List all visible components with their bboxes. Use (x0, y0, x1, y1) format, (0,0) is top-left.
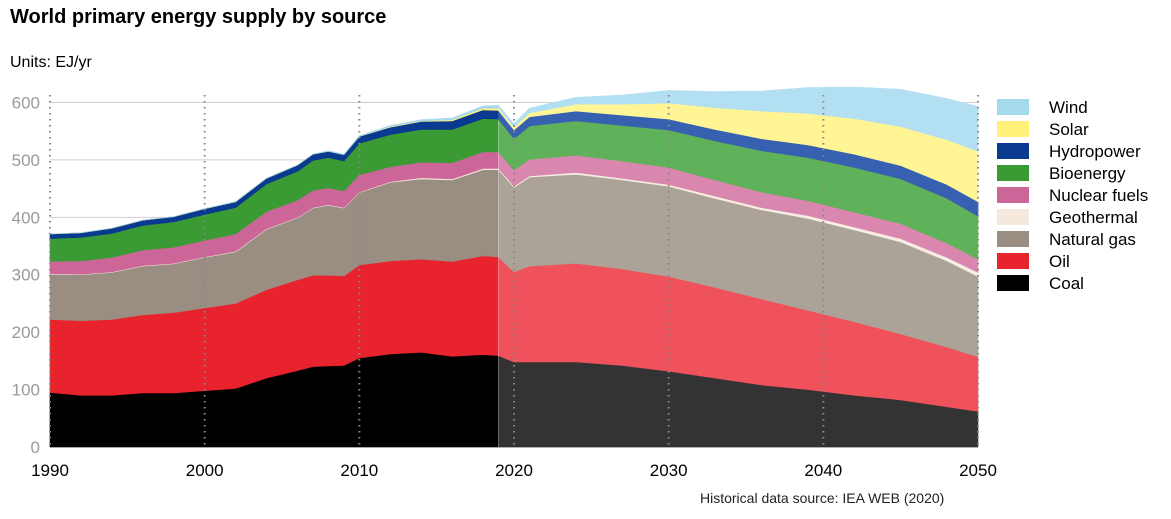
legend-label-coal: Coal (1049, 274, 1084, 293)
x-tick-label-1990: 1990 (31, 461, 69, 480)
legend-swatch-bioenergy (997, 165, 1029, 181)
legend-swatch-wind (997, 99, 1029, 115)
y-tick-label-300: 300 (12, 266, 40, 285)
x-tick-label-2000: 2000 (186, 461, 224, 480)
chart-title: World primary energy supply by source (10, 6, 387, 28)
legend-label-oil: Oil (1049, 252, 1070, 271)
x-tick-label-2030: 2030 (650, 461, 688, 480)
area-series-group (49, 86, 979, 448)
legend-swatch-natural-gas (997, 231, 1029, 247)
legend: Wind Solar Hydropower Bioenergy Nuclear fuel… (997, 98, 1148, 293)
axes: 0 100 200 300 400 500 600 1990 2000 2010 2020 2030 2… (12, 93, 997, 480)
y-tick-label-400: 400 (12, 208, 40, 227)
legend-label-bioenergy: Bioenergy (1049, 164, 1126, 183)
legend-label-nuclear-fuels: Nuclear fuels (1049, 186, 1148, 205)
legend-swatch-geothermal (997, 209, 1029, 225)
x-tick-label-2040: 2040 (804, 461, 842, 480)
legend-label-hydropower: Hydropower (1049, 142, 1141, 161)
source-note: Historical data source: IEA WEB (2020) (700, 490, 945, 506)
y-tick-label-200: 200 (12, 323, 40, 342)
legend-label-solar: Solar (1049, 120, 1089, 139)
x-tick-label-2010: 2010 (340, 461, 378, 480)
legend-swatch-nuclear-fuels (997, 187, 1029, 203)
legend-label-wind: Wind (1049, 98, 1088, 117)
legend-swatch-coal (997, 275, 1029, 291)
legend-swatch-solar (997, 121, 1029, 137)
legend-label-natural-gas: Natural gas (1049, 230, 1136, 249)
y-tick-label-100: 100 (12, 381, 40, 400)
chart-subtitle: Units: EJ/yr (10, 54, 92, 71)
x-tick-label-2020: 2020 (495, 461, 533, 480)
y-tick-label-500: 500 (12, 151, 40, 170)
x-tick-label-2050: 2050 (959, 461, 997, 480)
legend-label-geothermal: Geothermal (1049, 208, 1138, 227)
y-tick-label-600: 600 (12, 93, 40, 112)
legend-swatch-oil (997, 253, 1029, 269)
legend-swatch-hydropower (997, 143, 1029, 159)
y-tick-label-0: 0 (31, 438, 40, 457)
area-wind-projection (498, 86, 979, 152)
